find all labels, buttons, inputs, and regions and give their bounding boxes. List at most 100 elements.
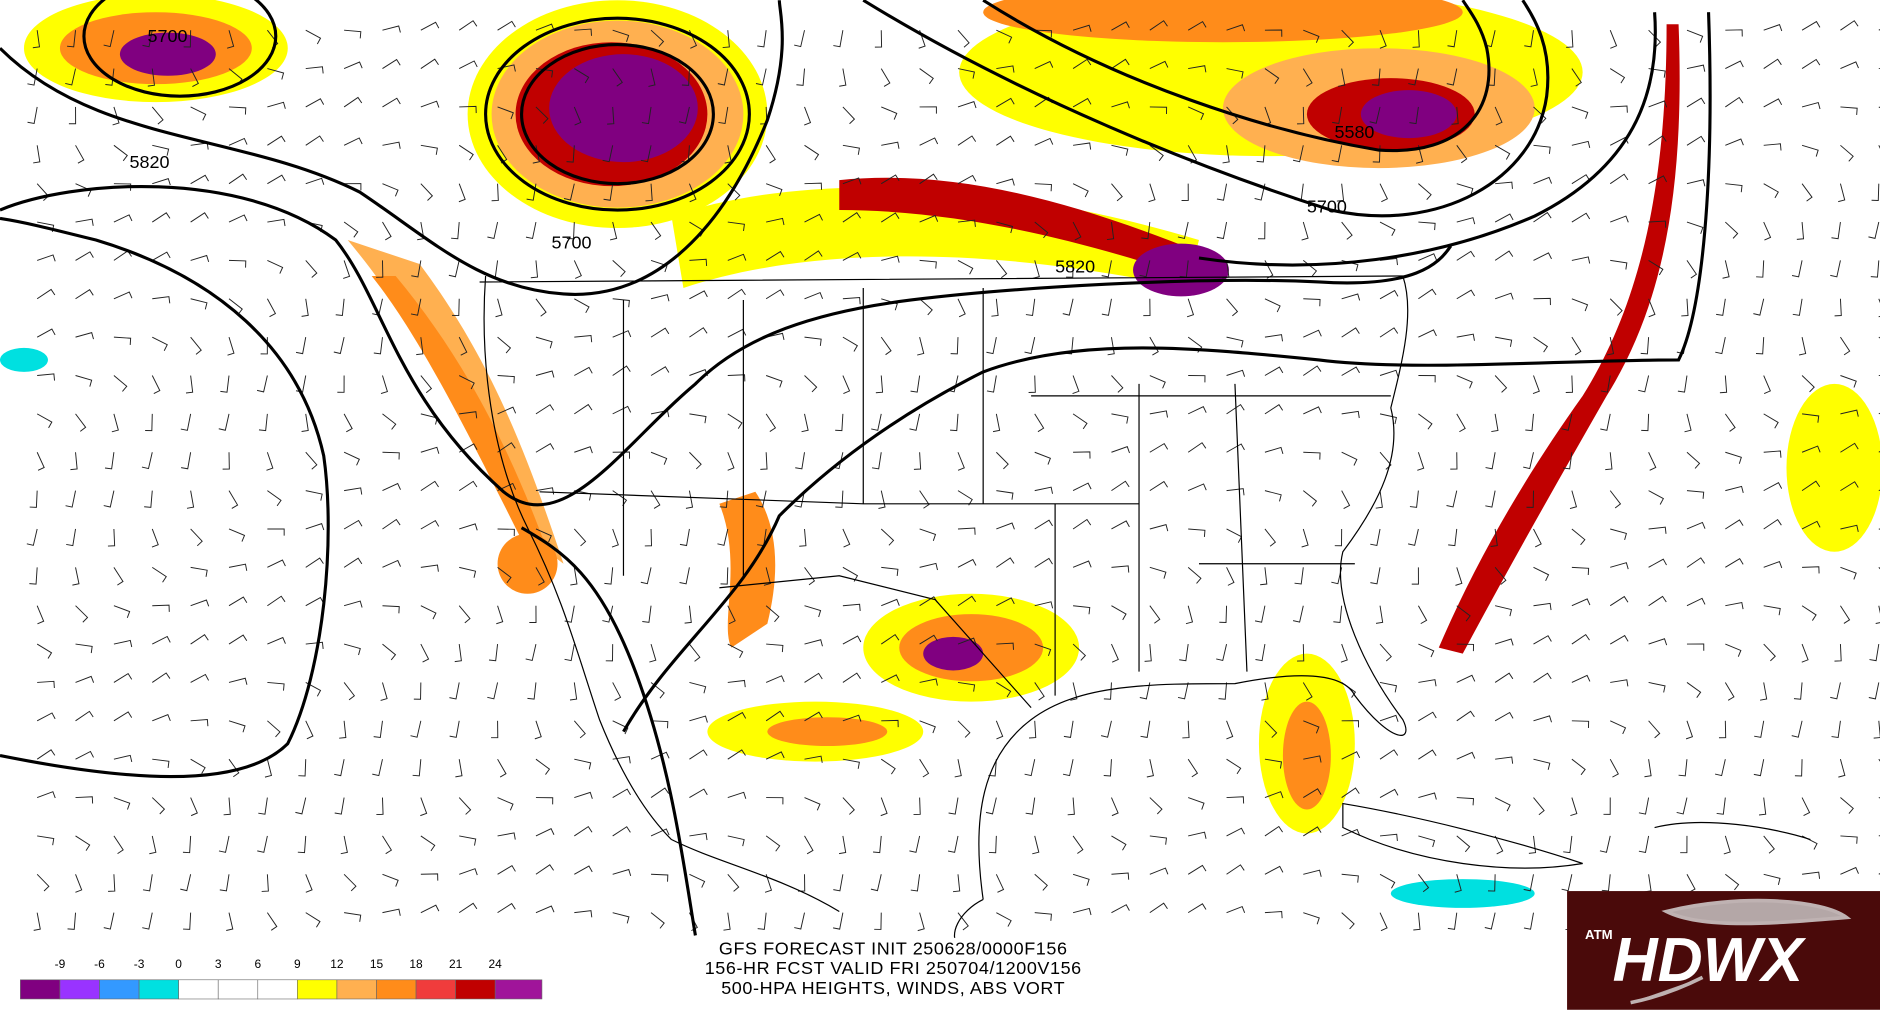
wind-barb <box>144 490 153 508</box>
wind-barb <box>535 68 554 78</box>
wind-barb <box>1260 567 1268 586</box>
wind-barb <box>1686 643 1705 651</box>
wind-barb <box>1563 835 1573 854</box>
wind-barb <box>111 413 119 433</box>
wind-barb <box>650 327 670 338</box>
wind-barb <box>382 873 399 887</box>
wind-barb <box>1571 758 1586 776</box>
wind-barb <box>75 796 94 804</box>
wind-barb <box>343 643 361 656</box>
caption-line: 156-HR FCST VALID FRI 250704/1200V156 <box>705 958 1082 978</box>
wind-barb <box>766 217 785 226</box>
wind-barb <box>1801 643 1809 663</box>
wind-barb <box>218 413 230 431</box>
wind-barb <box>1149 410 1169 418</box>
wind-barb <box>1648 175 1668 185</box>
wind-barb <box>679 528 690 547</box>
wind-barb <box>651 873 669 882</box>
wind-barb <box>1073 605 1091 615</box>
wind-barb <box>1418 873 1430 893</box>
wind-barb <box>689 451 702 470</box>
wind-barb <box>190 106 207 121</box>
wind-barb <box>881 298 898 311</box>
wind-barb <box>842 106 856 125</box>
colorbar-swatch <box>138 979 179 1000</box>
wind-barb <box>874 30 883 48</box>
wind-barb <box>801 413 809 433</box>
wind-barb <box>641 106 652 125</box>
logo-badge: ATM <box>1585 927 1613 942</box>
wind-barb <box>458 336 468 356</box>
wind-barb <box>1763 605 1781 616</box>
wind-barb <box>152 336 168 351</box>
wind-barb <box>113 754 133 763</box>
wind-barb <box>1840 20 1859 31</box>
wind-barb <box>1340 643 1348 663</box>
wind-barb <box>1103 759 1112 777</box>
wind-barb <box>804 182 823 190</box>
wind-barb <box>267 636 286 645</box>
wind-barb <box>459 566 477 578</box>
colorbar-swatch <box>20 979 61 1000</box>
wind-barb <box>1418 679 1437 687</box>
wind-barb <box>957 259 974 275</box>
logo-text: HDWX <box>1613 926 1807 995</box>
wind-barb <box>190 634 209 645</box>
wind-barb <box>1794 759 1803 777</box>
wind-barb <box>420 58 439 69</box>
wind-barb <box>228 106 247 115</box>
wind-barb <box>881 719 899 728</box>
wind-barb <box>1072 518 1092 530</box>
wind-barb <box>727 183 741 201</box>
wind-barb <box>919 720 936 734</box>
wind-barb <box>1490 528 1498 547</box>
wind-barb <box>1226 24 1246 32</box>
wind-barb <box>1725 873 1740 891</box>
wind-barb <box>1034 486 1053 494</box>
wind-barb <box>190 68 199 87</box>
wind-barb <box>1802 871 1821 879</box>
wind-barb <box>881 674 900 683</box>
wind-barb <box>459 835 477 846</box>
wind-barb <box>1753 298 1765 316</box>
colorbar-tick-label: 0 <box>175 957 182 971</box>
wind-barb <box>1292 605 1304 623</box>
wind-barb <box>996 221 1014 234</box>
wind-barb <box>228 490 239 509</box>
wind-barb <box>497 832 516 840</box>
wind-barb <box>1332 106 1343 125</box>
wind-barb <box>1341 490 1351 510</box>
wind-barb <box>874 912 882 930</box>
wind-barb <box>1216 643 1228 662</box>
wind-barb <box>1523 874 1534 892</box>
wind-barb <box>996 451 1009 470</box>
wind-barb <box>1648 490 1665 505</box>
wind-barb <box>529 605 537 624</box>
wind-barb <box>113 144 128 162</box>
wind-barb <box>1181 183 1189 201</box>
wind-barb <box>681 68 690 86</box>
wind-barb <box>842 296 861 305</box>
wind-barb <box>719 490 729 508</box>
wind-barb <box>1763 835 1775 854</box>
contour-line <box>0 0 784 296</box>
wind-barb <box>1610 679 1629 687</box>
wind-barb <box>152 635 171 645</box>
wind-barb <box>1379 327 1399 338</box>
wind-barb <box>919 634 938 645</box>
colorbar-tick-label: 21 <box>449 957 463 971</box>
wind-barb <box>1640 337 1650 355</box>
wind-barb <box>1072 183 1089 198</box>
wind-barb <box>1763 58 1782 69</box>
wind-barb <box>644 528 653 547</box>
wind-barb <box>495 298 503 318</box>
wind-barb <box>1599 835 1611 853</box>
wind-barb <box>996 97 1015 108</box>
wind-barb <box>1177 682 1189 700</box>
wind-barb <box>1648 558 1667 568</box>
wind-barb <box>1341 720 1359 728</box>
wind-barb <box>919 214 939 223</box>
wind-barb <box>1034 221 1049 239</box>
wind-barb <box>1686 64 1706 72</box>
